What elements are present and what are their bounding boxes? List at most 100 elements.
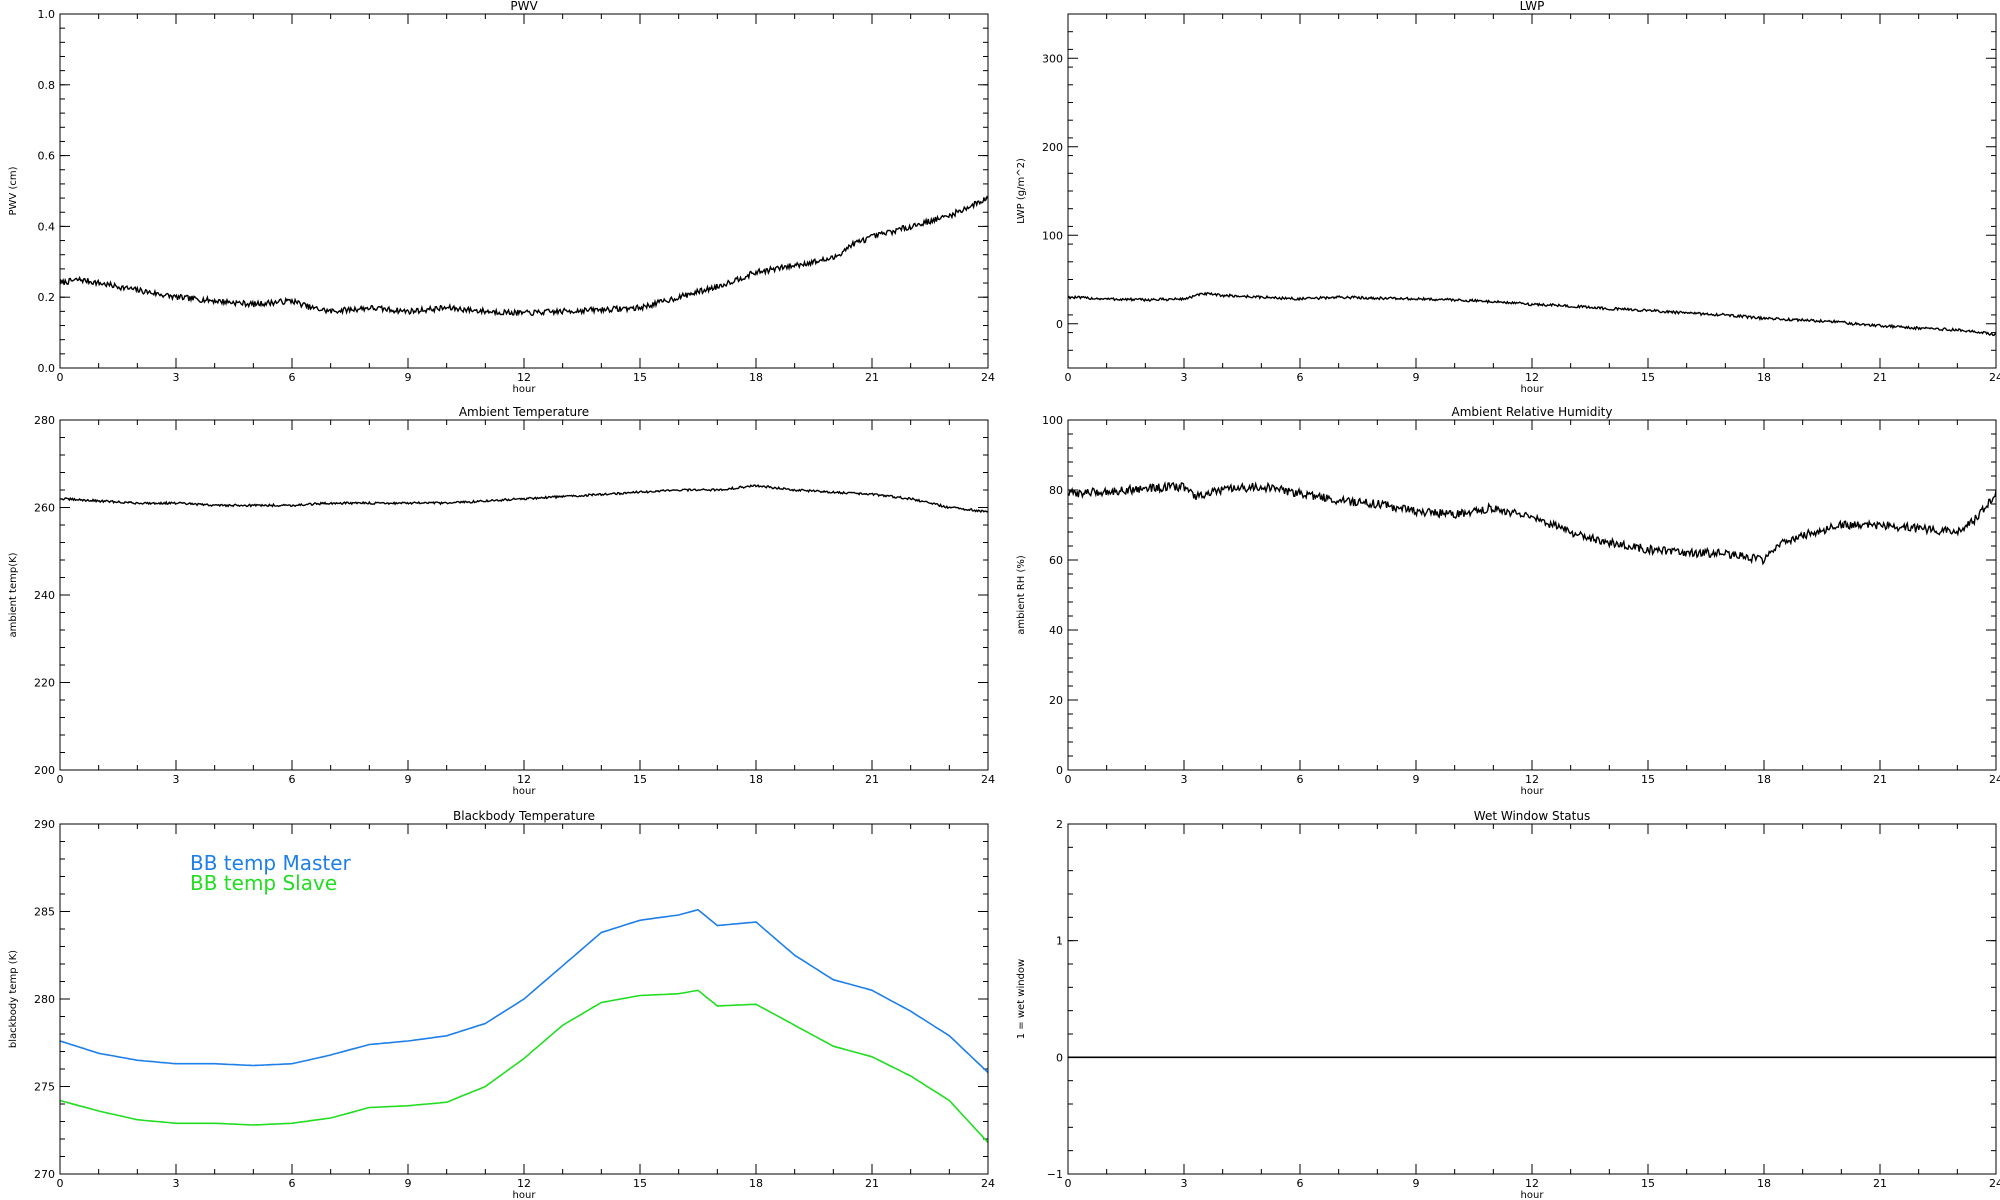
series-line-bb-temp-master [60,908,988,1074]
x-tick-label: 6 [289,1177,296,1190]
x-tick-label: 24 [981,371,995,384]
x-tick-label: 6 [289,773,296,786]
legend-entry: BB temp Slave [190,871,337,895]
x-tick-label: 3 [173,773,180,786]
x-tick-label: 15 [633,773,647,786]
y-tick-label: 0 [1056,1051,1063,1064]
plot-frame [1067,13,1997,369]
y-tick-label: 2 [1056,818,1063,831]
y-axis-label: LWP (g/m^2) [1016,158,1027,224]
x-tick-label: 21 [1873,773,1887,786]
x-tick-label: 21 [1873,371,1887,384]
y-tick-label: 290 [34,818,55,831]
x-tick-label: 0 [57,1177,64,1190]
x-tick-label: 18 [1757,773,1771,786]
plot-frame [59,13,989,369]
x-tick-label: 6 [289,371,296,384]
panel-blackbody-temp: Blackbody Temperature 0 3 6 9 12 15 18 21 24 270 27… [8,809,995,1200]
x-tick-label: 12 [1525,1177,1539,1190]
x-axis-label: hour [513,384,537,395]
x-tick-label: 3 [1181,371,1188,384]
x-tick-label: 18 [749,1177,763,1190]
chart-title: Ambient Temperature [459,405,589,419]
series-line-lwp [1068,291,1996,337]
x-tick-label: 21 [865,773,879,786]
y-tick-label: 200 [1042,141,1063,154]
y-tick-label: 300 [1042,52,1063,65]
x-tick-label: 15 [633,1177,647,1190]
x-tick-label: 0 [1065,1177,1072,1190]
y-tick-label: 200 [34,764,55,777]
y-tick-label: −1 [1047,1168,1063,1181]
x-tick-label: 15 [1641,773,1655,786]
y-tick-label: 40 [1049,624,1063,637]
x-tick-label: 15 [1641,371,1655,384]
y-axis-label: 1 = wet window [1016,959,1027,1039]
x-tick-label: 24 [981,773,995,786]
x-tick-label: 18 [749,773,763,786]
chart-title: Blackbody Temperature [453,809,595,823]
series-line-pwv [60,195,988,317]
x-tick-label: 0 [57,773,64,786]
x-tick-label: 12 [517,371,531,384]
panel-pwv: PWV 0 3 6 9 12 15 18 21 24 0.0 0.2 0.4 0.6 0.8 1.0 hour P… [8,0,995,395]
chart-title: LWP [1520,0,1545,13]
y-tick-label: 0.6 [38,150,56,163]
x-axis-label: hour [513,786,537,797]
y-tick-label: 0.0 [38,362,56,375]
x-tick-label: 18 [1757,371,1771,384]
panel-lwp: LWP 0 3 6 9 12 15 18 21 24 0 100 200 300 hour LWP (g/m^… [1016,0,2000,395]
x-tick-label: 9 [405,773,412,786]
x-tick-label: 21 [1873,1177,1887,1190]
plot-frame [1067,823,1997,1175]
y-tick-label: 0 [1056,764,1063,777]
plot-frame [1067,419,1997,771]
legend-entry: BB temp Master [190,851,352,875]
x-axis-label: hour [1521,786,1545,797]
x-tick-label: 0 [1065,773,1072,786]
x-tick-label: 6 [1297,773,1304,786]
chart-title: PWV [510,0,538,13]
y-tick-label: 275 [34,1081,55,1094]
chart-title: Ambient Relative Humidity [1452,405,1613,419]
x-tick-label: 0 [1065,371,1072,384]
y-tick-label: 270 [34,1168,55,1181]
x-tick-label: 9 [405,1177,412,1190]
y-tick-label: 0.4 [38,220,56,233]
x-tick-label: 15 [633,371,647,384]
x-tick-label: 9 [1413,371,1420,384]
x-tick-label: 24 [1989,1177,2000,1190]
x-tick-label: 6 [1297,371,1304,384]
x-tick-label: 18 [749,371,763,384]
y-tick-label: 80 [1049,484,1063,497]
series-line-bb-temp-slave [60,989,988,1144]
y-tick-label: 100 [1042,229,1063,242]
y-tick-label: 1.0 [38,8,56,21]
x-tick-label: 12 [1525,773,1539,786]
panel-ambient-temp: Ambient Temperature 0 3 6 9 12 15 18 21 24 200 220 2… [8,405,995,797]
x-tick-label: 3 [173,371,180,384]
x-tick-label: 9 [405,371,412,384]
panel-ambient-rh: Ambient Relative Humidity 0 3 6 9 12 15 18 21 24 0… [1016,405,2000,797]
plot-frame [59,823,989,1175]
y-tick-label: 0 [1056,318,1063,331]
series-line-ambient-temp [60,484,988,514]
x-tick-label: 12 [1525,371,1539,384]
x-axis-label: hour [1521,384,1545,395]
y-axis-label: ambient RH (%) [1016,555,1027,635]
x-tick-label: 3 [1181,773,1188,786]
x-tick-label: 18 [1757,1177,1771,1190]
x-axis-label: hour [1521,1190,1545,1200]
x-tick-label: 9 [1413,1177,1420,1190]
x-tick-label: 21 [865,1177,879,1190]
y-tick-label: 220 [34,677,55,690]
y-tick-label: 260 [34,502,55,515]
y-axis-label: ambient temp(K) [8,552,19,637]
x-tick-label: 6 [1297,1177,1304,1190]
x-tick-label: 3 [1181,1177,1188,1190]
y-tick-label: 1 [1056,935,1063,948]
y-tick-label: 0.2 [38,291,56,304]
y-tick-label: 0.8 [38,79,56,92]
